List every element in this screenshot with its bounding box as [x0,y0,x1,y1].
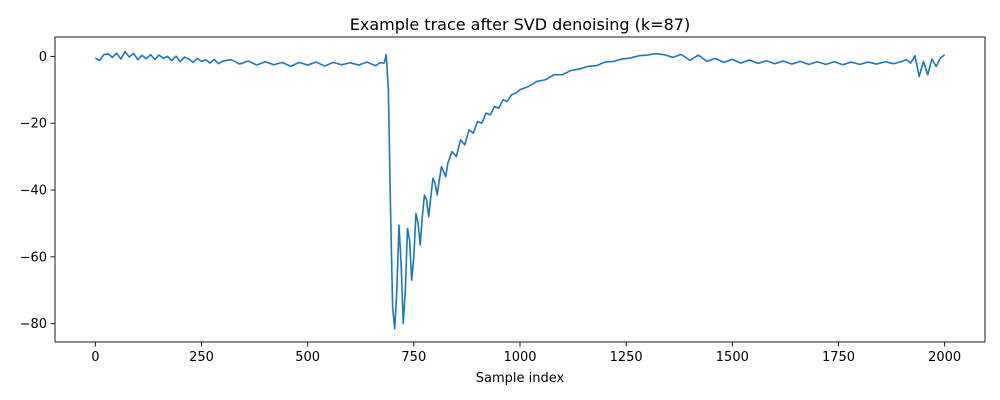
x-tick-label: 750 [401,350,426,365]
y-tick-label: 0 [39,50,47,65]
x-tick-label: 1000 [503,350,536,365]
y-tick-label: −60 [20,250,47,265]
plot-frame [54,36,986,343]
series-line-0 [94,50,946,330]
x-tick-label: 1750 [822,350,855,365]
y-tick-label: −20 [20,117,47,132]
chart-title: Example trace after SVD denoising (k=87) [350,15,690,34]
x-tick-label: 1250 [610,350,643,365]
x-tick-label: 500 [295,350,320,365]
x-tick-label: 1500 [716,350,749,365]
plot-area: 0 250 500 750 1000 1250 1500 1750 2000 0 −20 −40 −60… [20,36,986,365]
y-tick-label: −80 [20,317,47,332]
x-tick-label: 0 [91,350,99,365]
x-tick-label: 250 [189,350,214,365]
y-tick-label: −40 [20,184,47,199]
x-tick-label: 2000 [928,350,961,365]
x-axis-label: Sample index [476,371,565,386]
